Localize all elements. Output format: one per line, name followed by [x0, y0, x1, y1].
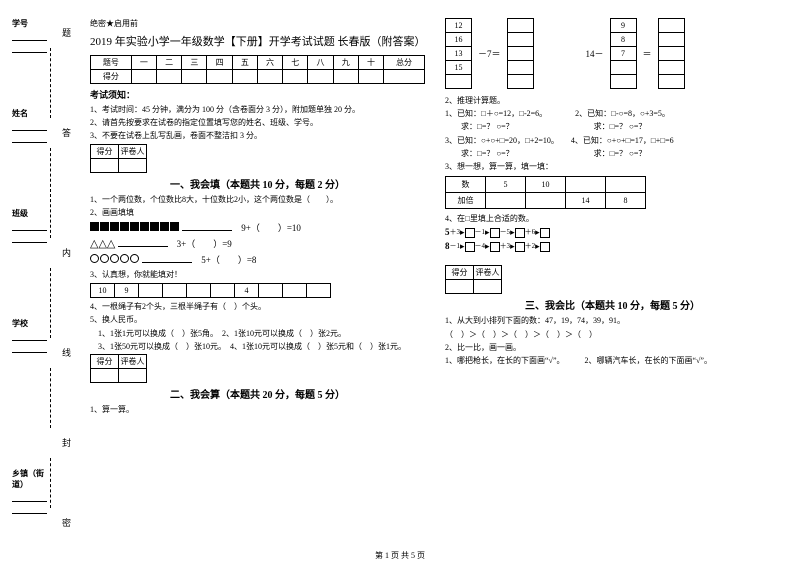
number-line-table: 1094: [90, 283, 331, 298]
section2-title: 二、我会算（本题共 20 分，每题 5 分）: [90, 386, 425, 401]
q1-5: 5、换人民币。: [90, 314, 425, 325]
q1-4: 4、一根绳子有2个头，三根半绳子有（ ）个头。: [90, 301, 425, 312]
reason-line: 1、已知：□＋○=12，□-2=6。 2、已知：□-○=8，○+3=5。: [445, 108, 780, 119]
secret-label: 绝密★启用前: [90, 18, 425, 29]
bind-label: 封: [60, 438, 73, 447]
notice-title: 考试须知：: [90, 88, 425, 101]
seq-circles: 5+（ ）=8: [90, 253, 425, 266]
dashed-line: [50, 458, 51, 508]
notice-line: 1、考试时间：45 分钟，满分为 100 分（含卷面分 3 分），附加题单独 2…: [90, 104, 425, 115]
score-table: 题号一二三四五六七八九十总分 得分: [90, 55, 425, 84]
notice-line: 2、请首先按要求在试卷的指定位置填写您的姓名、班级、学号。: [90, 117, 425, 128]
section3-title: 三、我会比（本题共 10 分，每题 5 分）: [445, 297, 780, 312]
grader-box: 得分评卷人: [90, 354, 147, 383]
reason-line: 求：□=？ ○=？ 求：□=？ ○=？: [445, 148, 780, 159]
q2-2: 2、推理计算题。: [445, 95, 780, 106]
q1-3: 3、认真想，你就能填对！: [90, 269, 425, 280]
binding-margin: 题 答 内 线 封 密 学号 姓名 班级 学校 乡镇（街道）: [12, 18, 77, 548]
double-table: 数510 加倍148: [445, 176, 646, 209]
q3-1-line: （ ）＞（ ）＞（ ）＞（ ）＞（ ）: [445, 329, 780, 340]
q2-3: 3、想一想，算一算，填一填：: [445, 161, 780, 172]
right-column: 12161315 －7＝ 14－ 987 ＝ 2、推理计算题。 1、已知：□＋○…: [445, 18, 780, 368]
bind-label: 线: [60, 348, 73, 357]
bind-label: 答: [60, 128, 73, 137]
seq-triangles: △△△ 3+（ ）=9: [90, 237, 425, 250]
student-id-box: 学号: [12, 18, 47, 73]
name-box: 姓名: [12, 108, 47, 163]
town-box: 乡镇（街道）: [12, 468, 47, 523]
class-box: 班级: [12, 208, 47, 263]
grader-box: 得分评卷人: [445, 265, 502, 294]
dashed-line: [50, 48, 51, 118]
chain-1: 5＋3▸－1▸－5▸＋6▸: [445, 227, 780, 238]
reason-line: 3、已知：○+○+□=20，□+2=10。 4、已知：○+○+□=17，□+□=…: [445, 135, 780, 146]
dashed-line: [50, 148, 51, 238]
bind-label: 题: [60, 28, 73, 37]
exam-title: 2019 年实验小学一年级数学【下册】开学考试试题 长春版（附答案）: [90, 33, 425, 49]
reason-line: 求：□=？ ○=？ 求：□=？ ○=？: [445, 121, 780, 132]
page-footer: 第 1 页 共 5 页: [0, 550, 800, 561]
notice-line: 3、不要在试卷上乱写乱画，卷面不整洁扣 3 分。: [90, 130, 425, 141]
grader-box: 得分评卷人: [90, 144, 147, 173]
q2-1: 1、算一算。: [90, 404, 425, 415]
q3-2-sub: 1、哪把枪长，在长的下面画“√”。 2、哪辆汽车长，在长的下面画“√”。: [445, 355, 780, 366]
calc-group-1: 12161315 －7＝ 14－ 987 ＝: [445, 18, 780, 89]
chain-2: 8－1▸－4▸＋3▸＋2▸: [445, 241, 780, 252]
q3-1: 1、从大到小排列下面的数：47，19，74，39，91。: [445, 315, 780, 326]
dashed-line: [50, 368, 51, 428]
left-column: 绝密★启用前 2019 年实验小学一年级数学【下册】开学考试试题 长春版（附答案…: [90, 18, 425, 417]
q2-4: 4、在□里填上合适的数。: [445, 213, 780, 224]
school-box: 学校: [12, 318, 47, 373]
dashed-line: [50, 268, 51, 338]
q1-1: 1、一个两位数，个位数比8大，十位数比2小，这个两位数是（ ）。: [90, 194, 425, 205]
q1-5-line: 3、1张50元可以换成（ ）张10元。 4、1张10元可以换成（ ）张5元和（ …: [90, 341, 425, 352]
bind-label: 内: [60, 248, 73, 257]
seq-squares: 9+（ ）=10: [90, 221, 425, 234]
q1-2: 2、画画填填: [90, 207, 425, 218]
q3-2: 2、比一比，画一画。: [445, 342, 780, 353]
q1-5-line: 1、1张1元可以换成（ ）张5角。 2、1张10元可以换成（ ）张2元。: [90, 328, 425, 339]
section1-title: 一、我会填（本题共 10 分，每题 2 分）: [90, 176, 425, 191]
bind-label: 密: [60, 518, 73, 527]
